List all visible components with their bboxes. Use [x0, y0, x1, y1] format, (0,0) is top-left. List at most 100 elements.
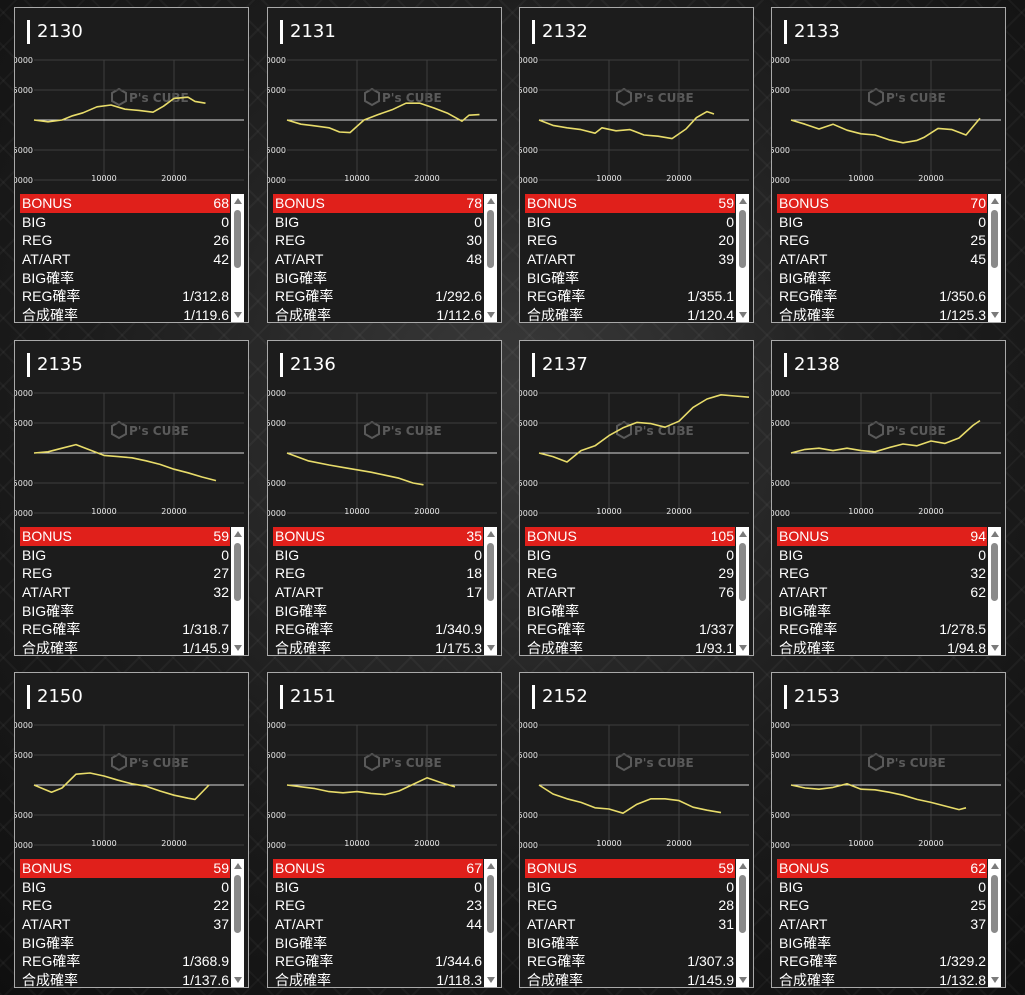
scrollbar[interactable]	[736, 527, 749, 655]
machine-card[interactable]: 2135 P's CUBE 10000 5000 -5000 -10000 10000 200…	[14, 340, 249, 656]
cube-icon	[616, 420, 632, 440]
scrollbar[interactable]	[988, 859, 1001, 987]
stat-value: 68	[213, 195, 229, 212]
scroll-up-icon[interactable]	[234, 531, 242, 537]
scroll-thumb[interactable]	[487, 210, 494, 268]
machine-card[interactable]: 2133 P's CUBE 10000 5000 -5000 -10000 10000 200…	[771, 7, 1006, 323]
stat-value: 1/329.2	[939, 953, 986, 970]
slump-graph: P's CUBE 10000 5000 -5000 -10000 10000 20000	[772, 721, 1001, 850]
stat-label: BIG確率	[779, 269, 832, 286]
watermark-logo: P's CUBE	[111, 420, 189, 440]
scroll-up-icon[interactable]	[991, 198, 999, 204]
scrollbar[interactable]	[736, 859, 749, 987]
stat-label: AT/ART	[22, 251, 71, 268]
scroll-up-icon[interactable]	[234, 863, 242, 869]
machine-number: 2131	[280, 20, 336, 44]
scroll-down-icon[interactable]	[991, 312, 999, 318]
stat-value: 22	[213, 897, 229, 914]
scrollbar[interactable]	[988, 194, 1001, 322]
machine-card[interactable]: 2130 P's CUBE 10000 5000 -5000 -10000 10000 200…	[14, 7, 249, 323]
machine-card[interactable]: 2136 P's CUBE 10000 5000 -5000 -10000 10000 200…	[267, 340, 502, 656]
machine-card[interactable]: 2150 P's CUBE 10000 5000 -5000 -10000 10000 200…	[14, 672, 249, 988]
scroll-thumb[interactable]	[487, 543, 494, 601]
scroll-down-icon[interactable]	[234, 977, 242, 983]
scroll-up-icon[interactable]	[487, 531, 495, 537]
at-art-row: AT/ART 37	[777, 915, 987, 934]
watermark-brand: P's CUBE	[886, 756, 946, 770]
stat-label: 合成確率	[527, 639, 583, 656]
scrollbar[interactable]	[231, 859, 244, 987]
machine-card[interactable]: 2151 P's CUBE 10000 5000 -5000 -10000 10000 200…	[267, 672, 502, 988]
scroll-down-icon[interactable]	[234, 645, 242, 651]
y-tick-label: -5000	[520, 479, 538, 488]
machine-card[interactable]: 2152 P's CUBE 10000 5000 -5000 -10000 10000 200…	[519, 672, 754, 988]
scroll-thumb[interactable]	[991, 543, 998, 601]
scroll-down-icon[interactable]	[487, 312, 495, 318]
scroll-thumb[interactable]	[739, 543, 746, 601]
scroll-down-icon[interactable]	[739, 977, 747, 983]
stat-value: 94	[970, 528, 986, 545]
scroll-up-icon[interactable]	[487, 863, 495, 869]
stat-label: BIG	[275, 213, 300, 230]
scroll-up-icon[interactable]	[234, 198, 242, 204]
slump-graph: P's CUBE 10000 5000 -5000 -10000 10000 20000	[268, 721, 497, 850]
stats-list: BONUS 105 BIG 0 REG 29 AT/ART 76 BIG確率 REG確率 1/337…	[525, 527, 749, 656]
reg-rate-row: REG確率 1/350.6	[777, 287, 987, 306]
machine-card[interactable]: 2138 P's CUBE 10000 5000 -5000 -10000 10000 200…	[771, 340, 1006, 656]
scroll-down-icon[interactable]	[739, 312, 747, 318]
stat-label: BONUS	[779, 860, 829, 877]
scroll-thumb[interactable]	[234, 210, 241, 268]
cube-icon	[364, 420, 380, 440]
scroll-thumb[interactable]	[487, 875, 494, 933]
stat-value: 1/368.9	[182, 953, 229, 970]
scrollbar[interactable]	[231, 527, 244, 655]
scroll-down-icon[interactable]	[487, 977, 495, 983]
scroll-down-icon[interactable]	[739, 645, 747, 651]
scroll-thumb[interactable]	[739, 875, 746, 933]
scroll-up-icon[interactable]	[739, 198, 747, 204]
y-tick-label: -10000	[15, 841, 33, 850]
stats-list: BONUS 62 BIG 0 REG 25 AT/ART 37 BIG確率 REG確率 1/329.…	[777, 859, 1001, 988]
scroll-up-icon[interactable]	[739, 863, 747, 869]
watermark-logo: P's CUBE	[868, 420, 946, 440]
x-tick-label: 10000	[344, 839, 369, 848]
bonus-row: BONUS 68	[20, 194, 230, 213]
scroll-thumb[interactable]	[234, 875, 241, 933]
scroll-thumb[interactable]	[739, 210, 746, 268]
big-row: BIG 0	[777, 546, 987, 565]
scroll-up-icon[interactable]	[991, 863, 999, 869]
scrollbar[interactable]	[484, 527, 497, 655]
scrollbar[interactable]	[484, 194, 497, 322]
scroll-up-icon[interactable]	[991, 531, 999, 537]
big-row: BIG 0	[777, 213, 987, 232]
scrollbar[interactable]	[484, 859, 497, 987]
scroll-thumb[interactable]	[234, 543, 241, 601]
scroll-up-icon[interactable]	[739, 531, 747, 537]
big-row: BIG 0	[20, 878, 230, 897]
stat-value: 0	[221, 546, 229, 563]
x-tick-label: 20000	[918, 507, 943, 516]
scroll-down-icon[interactable]	[991, 645, 999, 651]
scroll-thumb[interactable]	[991, 210, 998, 268]
stat-value: 42	[213, 251, 229, 268]
machine-card[interactable]: 2131 P's CUBE 10000 5000 -5000 -10000 10000 200…	[267, 7, 502, 323]
x-tick-label: 10000	[596, 507, 621, 516]
cube-icon	[868, 87, 884, 107]
x-tick-label: 20000	[414, 839, 439, 848]
stat-label: REG	[275, 232, 306, 249]
scroll-thumb[interactable]	[991, 875, 998, 933]
stat-label: BIG確率	[22, 269, 75, 286]
scroll-up-icon[interactable]	[487, 198, 495, 204]
stat-label: REG確率	[779, 953, 838, 970]
scrollbar[interactable]	[736, 194, 749, 322]
scroll-down-icon[interactable]	[487, 645, 495, 651]
scroll-down-icon[interactable]	[234, 312, 242, 318]
scroll-down-icon[interactable]	[991, 977, 999, 983]
stat-value: 59	[718, 195, 734, 212]
scrollbar[interactable]	[231, 194, 244, 322]
machine-card[interactable]: 2153 P's CUBE 10000 5000 -5000 -10000 10000 200…	[771, 672, 1006, 988]
bonus-row: BONUS 59	[525, 194, 735, 213]
scrollbar[interactable]	[988, 527, 1001, 655]
